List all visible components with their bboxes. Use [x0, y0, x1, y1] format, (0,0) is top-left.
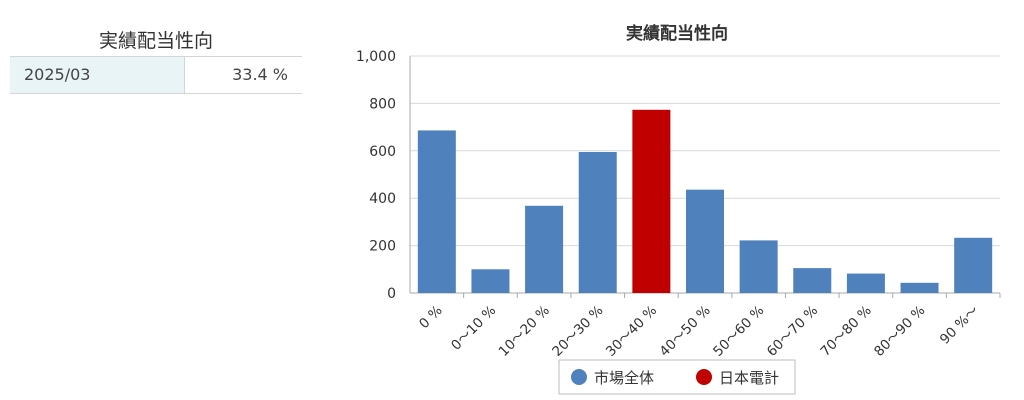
x-tick-label: 20～30 % — [549, 302, 606, 359]
y-tick-label: 400 — [369, 191, 396, 207]
y-tick-label: 200 — [369, 239, 396, 255]
x-tick-label: 0 % — [416, 302, 446, 332]
legend: 市場全体 日本電計 — [558, 359, 796, 395]
bar-market — [793, 268, 832, 293]
x-tick-label: 0～10 % — [448, 302, 499, 353]
bar-market — [954, 237, 993, 293]
x-tick-label: 10～20 % — [496, 302, 553, 359]
x-tick-label: 60～70 % — [764, 302, 821, 359]
legend-label-market: 市場全体 — [594, 369, 654, 387]
summary-title: 実績配当性向 — [98, 30, 213, 52]
summary-table: 2025/03 33.4 % — [10, 56, 302, 94]
summary-period: 2025/03 — [10, 57, 185, 93]
bar-market — [739, 240, 778, 293]
bars — [417, 109, 993, 293]
legend-frame — [558, 359, 796, 395]
x-axis-ticks: 0 % 0～10 %10～20 %20～30 %30～40 %40～50 %50～… — [416, 293, 1001, 360]
bar-market — [578, 151, 617, 293]
y-axis-ticks: 0 200 400 600 800 1,000 — [356, 49, 396, 302]
x-tick-label: 30～40 % — [603, 302, 660, 359]
y-tick-label: 600 — [369, 144, 396, 160]
summary-value: 33.4 % — [232, 65, 288, 84]
bar-market — [525, 205, 564, 293]
x-tick-label: 70～80 % — [817, 302, 874, 359]
y-tick-label: 0 — [387, 286, 396, 302]
y-tick-label: 1,000 — [356, 49, 396, 65]
payout-ratio-chart: 実績配当性向 0 200 400 600 800 1,000 0 % 0～10 %10～20… — [356, 23, 1001, 395]
x-tick-label: 90 %～ — [937, 303, 982, 348]
legend-marker-market — [571, 369, 587, 385]
x-tick-label: 50～60 % — [710, 302, 767, 359]
x-tick-label: 40～50 % — [657, 302, 714, 359]
bar-company — [632, 109, 671, 293]
bar-market — [686, 189, 724, 293]
chart-title: 実績配当性向 — [626, 23, 728, 44]
bar-market — [846, 273, 885, 293]
bar-market — [471, 269, 510, 293]
bar-market — [900, 282, 939, 293]
legend-label-company: 日本電計 — [719, 369, 779, 387]
y-tick-label: 800 — [369, 96, 396, 112]
x-tick-label: 80～90 % — [871, 302, 928, 359]
legend-marker-company — [696, 369, 712, 385]
bar-market — [417, 130, 456, 293]
